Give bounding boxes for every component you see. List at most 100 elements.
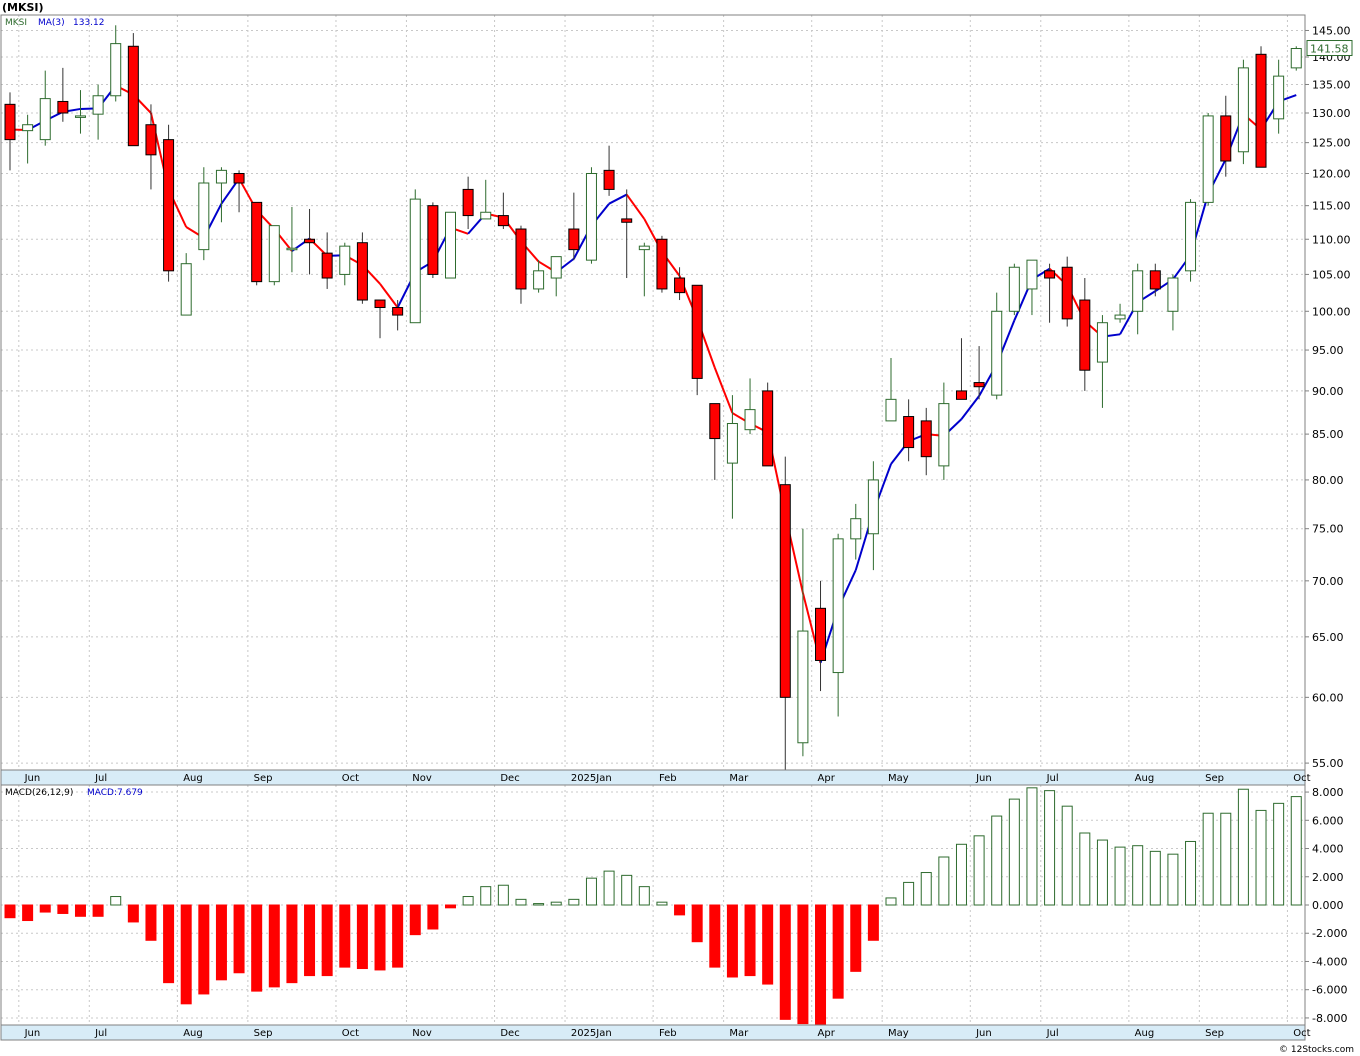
macd-legend-value: MACD:7.679	[87, 788, 143, 798]
price-tick-label: 135.00	[1312, 78, 1351, 91]
month-label: Jul	[94, 773, 107, 784]
macd-tick-label: 0.000	[1312, 899, 1344, 912]
macd-tick-label: -6.000	[1312, 984, 1347, 997]
candle	[815, 580, 827, 692]
candle-body	[585, 172, 597, 261]
macd-bar	[991, 815, 1003, 906]
candle	[304, 208, 316, 275]
candle-body	[726, 423, 738, 464]
macd-bar	[1273, 802, 1285, 906]
ma3-segment	[379, 283, 399, 309]
candle	[22, 114, 34, 164]
macd-bar	[533, 903, 545, 906]
candle-body	[1149, 270, 1161, 290]
candle-body	[145, 124, 157, 156]
candle-body	[268, 225, 280, 283]
month-label: Jun	[24, 773, 41, 784]
candle-body	[339, 245, 351, 275]
candle-body	[480, 211, 492, 220]
macd-bar	[110, 896, 122, 906]
month-label: Sep	[1205, 1028, 1224, 1039]
macd-bar	[850, 904, 862, 972]
macd-bar	[726, 904, 738, 978]
macd-bar	[955, 843, 967, 906]
macd-bar	[1237, 788, 1249, 906]
month-label: Jun	[24, 1028, 41, 1039]
candle	[57, 67, 69, 122]
candle-body	[550, 256, 562, 279]
legend-symbol: MKSI	[5, 18, 27, 28]
candle-body	[1185, 201, 1197, 272]
macd-bar	[409, 904, 421, 936]
macd-bar	[1079, 832, 1091, 906]
candle-body	[409, 198, 421, 324]
candle	[145, 104, 157, 190]
month-label: Jul	[1046, 1028, 1059, 1039]
macd-bar	[22, 904, 34, 922]
candle	[709, 403, 721, 480]
macd-bar	[885, 897, 897, 906]
candle	[1008, 263, 1020, 316]
macd-bar	[127, 904, 139, 923]
candle	[198, 167, 210, 261]
macd-bar	[1202, 812, 1214, 906]
candle-body	[74, 115, 86, 118]
candle	[638, 242, 650, 297]
candle-body	[973, 382, 985, 388]
candle	[409, 189, 421, 324]
macd-y-axis: 8.000 6.000 4.000 2.000 0.000 -2.000 -4.000 -6.…	[1305, 786, 1347, 1025]
candle-body	[885, 398, 897, 422]
macd-bar	[568, 898, 580, 906]
month-label: Aug	[1135, 1028, 1155, 1039]
month-label: Jul	[94, 1028, 107, 1039]
candle-body	[251, 201, 263, 283]
candle-body	[1026, 259, 1038, 290]
macd-bar	[656, 901, 668, 906]
month-label: Oct	[1293, 1028, 1310, 1039]
candle	[392, 300, 404, 331]
candle	[1237, 59, 1249, 165]
candle-body	[1044, 270, 1056, 279]
macd-bar	[145, 904, 157, 941]
candle	[215, 167, 227, 223]
candle	[1185, 199, 1197, 282]
macd-tick-label: 2.000	[1312, 871, 1344, 884]
candle	[550, 256, 562, 297]
candle-body	[568, 228, 580, 251]
macd-bar	[815, 904, 827, 1027]
candle	[1273, 59, 1285, 134]
price-tick-label: 90.00	[1312, 385, 1344, 398]
candle	[4, 92, 16, 171]
macd-bar	[1220, 812, 1232, 906]
month-label: Apr	[818, 773, 836, 784]
candle-body	[1273, 75, 1285, 120]
month-label: Nov	[412, 1028, 432, 1039]
candle-body	[1202, 115, 1214, 203]
macd-bar	[163, 904, 175, 984]
candle-body	[621, 218, 633, 223]
candle	[268, 225, 280, 286]
candle-body	[39, 98, 51, 141]
candle	[779, 456, 791, 770]
price-tick-label: 110.00	[1312, 233, 1351, 246]
price-y-axis: 145.00140.00135.00130.00125.00120.00115.…	[1305, 24, 1351, 770]
macd-bar	[1096, 839, 1108, 906]
candle	[1096, 315, 1108, 408]
candle	[515, 225, 527, 304]
ma3-segment	[960, 395, 980, 420]
candle-body	[1096, 322, 1108, 363]
macd-bar	[339, 904, 351, 968]
candle	[445, 211, 456, 279]
candle-body	[815, 607, 827, 661]
candle-body	[180, 263, 192, 316]
candle-body	[427, 205, 439, 275]
ma3-segment	[713, 367, 734, 414]
macd-tick-label: -4.000	[1312, 955, 1347, 968]
month-labels-top: Jun Jul Aug Sep Oct Nov Dec 2025Jan Feb Mar Apr May…	[24, 773, 1311, 784]
macd-bar	[180, 904, 192, 1005]
candle	[110, 25, 122, 102]
price-tick-label: 80.00	[1312, 474, 1344, 487]
macd-bar	[1114, 846, 1126, 906]
macd-bar	[762, 904, 774, 985]
macd-bar	[1149, 850, 1161, 906]
